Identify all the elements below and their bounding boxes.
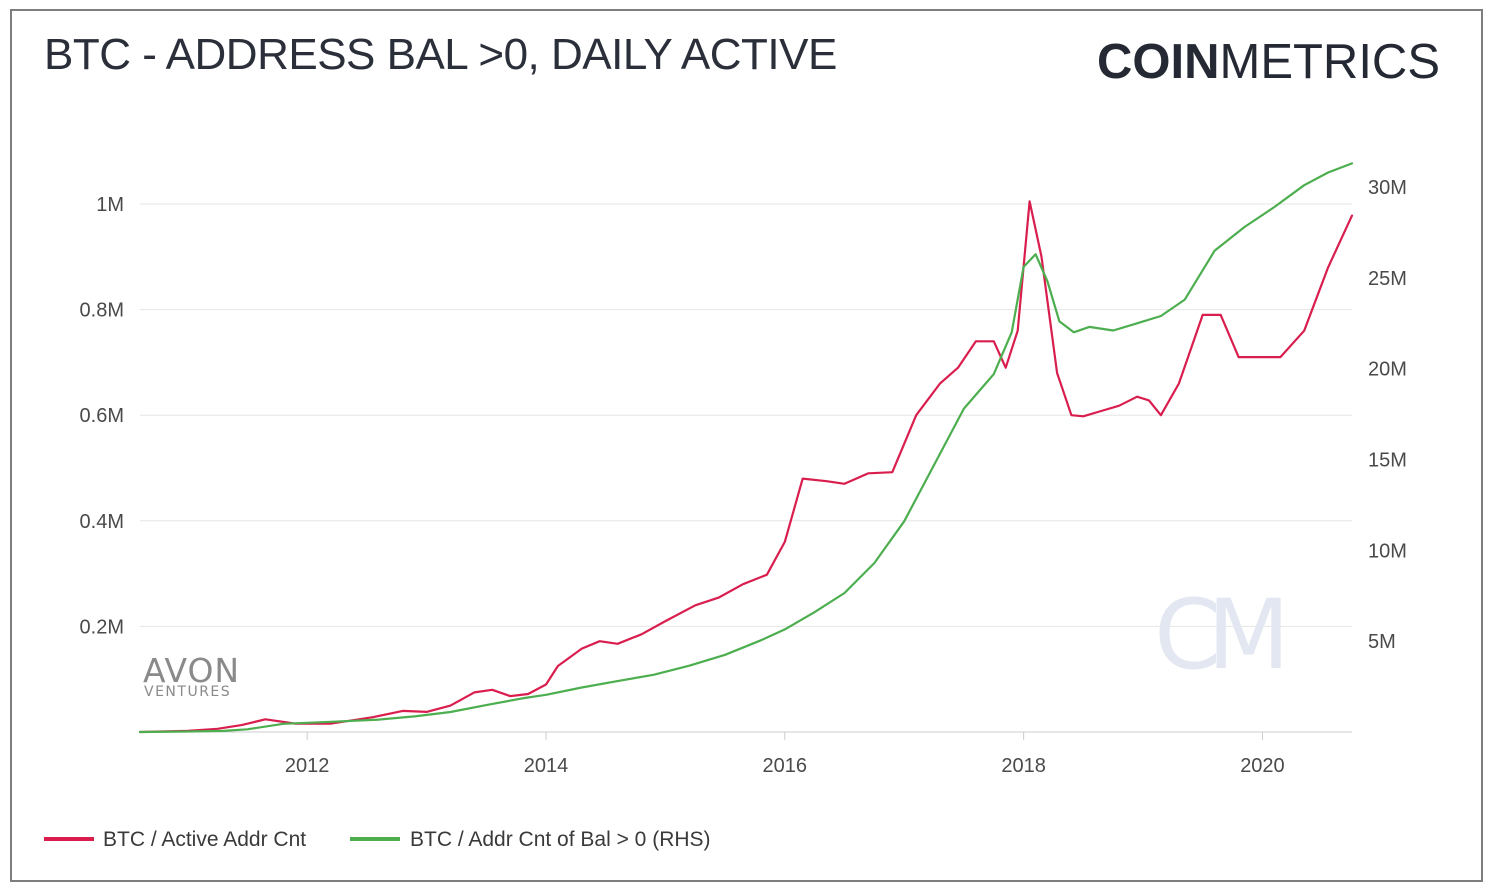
legend-label-balance[interactable]: BTC / Addr Cnt of Bal > 0 (RHS) bbox=[410, 828, 711, 851]
right-axis: 5M 10M 15M 20M 25M 30M bbox=[1368, 177, 1407, 653]
series-layer bbox=[138, 162, 1354, 734]
x-tick-label: 2018 bbox=[1001, 755, 1046, 777]
x-tick-label: 2020 bbox=[1240, 755, 1285, 777]
logo-light-text: METRICS bbox=[1219, 35, 1441, 89]
left-tick-label: 0.2M bbox=[80, 616, 124, 638]
gridlines bbox=[140, 203, 1352, 733]
series-line-active-addr bbox=[138, 200, 1354, 734]
left-tick-label: 0.6M bbox=[80, 405, 124, 427]
x-axis: 2012 2014 2016 2018 2020 bbox=[285, 732, 1285, 777]
legend-label-active[interactable]: BTC / Active Addr Cnt bbox=[103, 828, 306, 851]
x-tick-label: 2014 bbox=[524, 755, 569, 777]
cm-watermark: CM bbox=[1154, 579, 1281, 691]
logo-bold-text: COIN bbox=[1097, 35, 1220, 89]
right-tick-label: 30M bbox=[1368, 177, 1407, 199]
chart-title: BTC - ADDRESS BAL >0, DAILY ACTIVE bbox=[44, 30, 837, 79]
right-tick-label: 15M bbox=[1368, 450, 1407, 472]
x-tick-label: 2016 bbox=[763, 755, 808, 777]
x-tick-label: 2012 bbox=[285, 755, 330, 777]
right-tick-label: 25M bbox=[1368, 268, 1407, 290]
left-tick-label: 0.4M bbox=[80, 511, 124, 533]
left-tick-label: 0.8M bbox=[80, 300, 124, 322]
legend: BTC / Active Addr Cnt BTC / Addr Cnt of … bbox=[44, 828, 711, 851]
chart-frame bbox=[10, 9, 1483, 882]
left-tick-label: 1M bbox=[96, 194, 124, 216]
avon-watermark-line1: AVON bbox=[143, 651, 240, 690]
right-tick-label: 10M bbox=[1368, 540, 1407, 562]
coinmetrics-logo: COINMETRICS bbox=[1097, 34, 1440, 90]
left-axis: 0.2M 0.4M 0.6M 0.8M 1M bbox=[80, 194, 124, 638]
avon-watermark-line2: VENTURES bbox=[144, 684, 231, 700]
right-tick-label: 5M bbox=[1368, 631, 1396, 653]
series-line-addr-bal bbox=[138, 162, 1354, 734]
right-tick-label: 20M bbox=[1368, 359, 1407, 381]
